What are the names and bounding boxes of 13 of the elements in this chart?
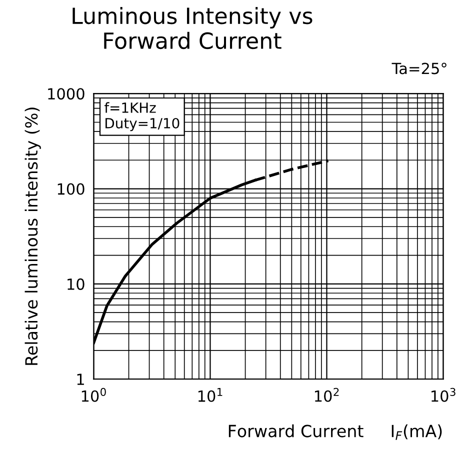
y-tick-label: 10	[68, 278, 84, 290]
x-tick-label: 10$^{2}$	[314, 388, 339, 402]
text: Ta=25°	[392, 62, 446, 74]
x-axis-title: Forward Current I$_{F}$(mA)	[228, 424, 442, 440]
x-tick-label: 10$^{0}$	[82, 388, 106, 402]
chart-title: Luminous Intensity vs Forward Current	[72, 7, 312, 50]
y-axis-title: Relative luminous intensity (%)	[24, 108, 41, 365]
x-tick-label: 10$^{1}$	[198, 388, 222, 402]
x-tick-label: 10$^{3}$	[432, 388, 456, 402]
annotation: f=1KHz Duty=1/10	[104, 102, 180, 132]
y-tick-label: 1000	[48, 88, 84, 100]
y-tick-label: 1	[77, 374, 84, 385]
y-tick-label: 100	[58, 183, 84, 195]
